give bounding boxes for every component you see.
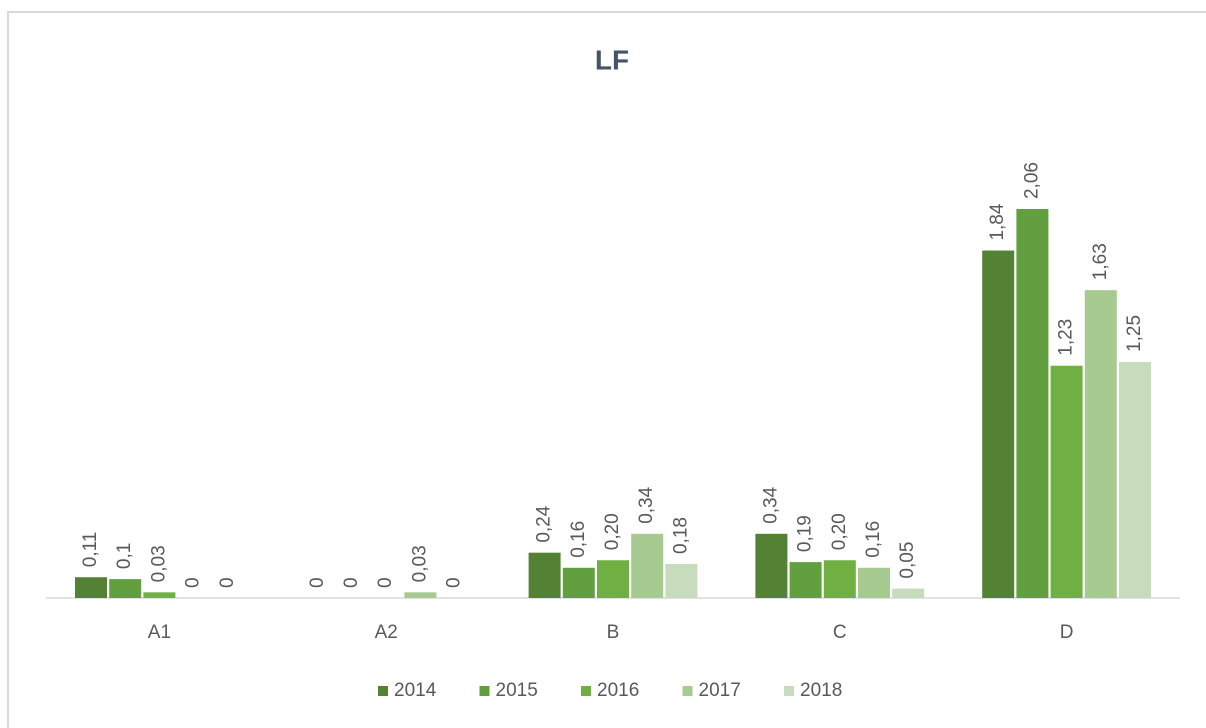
value-label: 0,16 [863, 521, 884, 558]
value-label: 1,25 [1124, 315, 1145, 352]
bar [665, 564, 698, 598]
value-label: 0 [341, 577, 362, 588]
bar [528, 552, 561, 598]
value-label: 1,84 [987, 203, 1008, 240]
value-label: 0,18 [670, 517, 691, 554]
value-label: 0,20 [829, 513, 850, 550]
x-tick-label: A2 [375, 622, 398, 643]
value-label: 0,34 [636, 486, 657, 523]
bar [562, 567, 595, 598]
legend-label: 2014 [394, 680, 437, 701]
value-label: 1,63 [1090, 243, 1111, 280]
bar [755, 533, 788, 598]
value-label: 0 [307, 577, 328, 588]
value-label: 0,34 [760, 486, 781, 523]
x-tick-label: B [607, 622, 620, 643]
value-label: 0,24 [534, 505, 555, 542]
value-label: 0 [183, 577, 204, 588]
value-label: 1,23 [1056, 319, 1077, 356]
x-tick-label: A1 [148, 622, 171, 643]
value-label: 0,16 [568, 521, 589, 558]
bar [404, 592, 437, 598]
legend-swatch [479, 686, 490, 696]
bar [597, 560, 629, 598]
value-label: 0 [444, 577, 465, 588]
legend-swatch [784, 686, 794, 696]
bar [982, 250, 1015, 598]
bar [1119, 361, 1151, 598]
legend-swatch [581, 686, 591, 696]
x-tick-label: C [833, 622, 847, 643]
bar [858, 567, 890, 598]
legend-label: 2016 [597, 680, 639, 701]
bar [75, 577, 107, 598]
chart-title: LF [595, 44, 629, 75]
value-label: 0,19 [795, 515, 816, 552]
legend-swatch [378, 686, 388, 696]
legend-swatch [682, 686, 693, 696]
value-label: 0,20 [602, 513, 623, 550]
bar [109, 579, 142, 598]
bar [631, 533, 664, 598]
legend-label: 2015 [496, 680, 538, 701]
x-tick-label: D [1060, 622, 1074, 643]
bar [789, 562, 822, 598]
legend-label: 2017 [699, 680, 741, 701]
value-label: 0,03 [148, 545, 169, 582]
bar [892, 588, 925, 598]
bar [1084, 290, 1117, 598]
bar [143, 592, 176, 598]
bar [1016, 209, 1049, 598]
value-label: 2,06 [1021, 162, 1042, 199]
legend-label: 2018 [800, 680, 842, 701]
value-label: 0,05 [897, 542, 918, 579]
value-label: 0 [375, 577, 396, 588]
value-label: 0,11 [80, 532, 101, 568]
value-label: 0,1 [114, 543, 135, 569]
bar [823, 560, 856, 598]
bar [1050, 365, 1083, 598]
value-label: 0,03 [409, 545, 430, 582]
value-label: 0 [217, 577, 238, 588]
